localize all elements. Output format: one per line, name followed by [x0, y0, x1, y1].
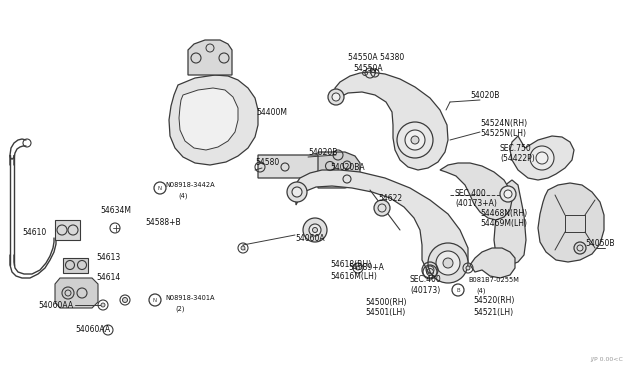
Polygon shape [470, 248, 515, 278]
Text: 54020B: 54020B [308, 148, 337, 157]
Text: 54618(RH): 54618(RH) [330, 260, 371, 269]
Circle shape [356, 266, 360, 270]
Text: 54400M: 54400M [256, 108, 287, 116]
Circle shape [312, 228, 317, 232]
Text: (4): (4) [476, 288, 486, 294]
Text: 54550A: 54550A [353, 64, 383, 73]
Text: 54060AA: 54060AA [38, 301, 73, 310]
Text: N: N [158, 186, 162, 190]
Circle shape [328, 89, 344, 105]
Circle shape [397, 122, 433, 158]
Text: (2): (2) [175, 306, 184, 312]
Text: (40173): (40173) [410, 286, 440, 295]
Text: N: N [153, 298, 157, 302]
Text: B081B7-0255M: B081B7-0255M [468, 277, 519, 283]
Text: 54610: 54610 [22, 228, 46, 237]
Text: 54060AA: 54060AA [75, 326, 110, 334]
Text: 54524N(RH): 54524N(RH) [480, 119, 527, 128]
Text: (54422P): (54422P) [500, 154, 535, 163]
Circle shape [536, 152, 548, 164]
Text: 54060A: 54060A [295, 234, 324, 243]
Polygon shape [318, 152, 360, 188]
Text: 54525N(LH): 54525N(LH) [480, 128, 526, 138]
Polygon shape [510, 136, 574, 180]
Text: 54550A 54380: 54550A 54380 [348, 52, 404, 61]
Circle shape [101, 303, 105, 307]
Text: 54521(LH): 54521(LH) [473, 308, 513, 317]
Polygon shape [179, 88, 238, 150]
Text: SEC.750: SEC.750 [500, 144, 532, 153]
Text: 54588+B: 54588+B [145, 218, 180, 227]
Text: 54616M(LH): 54616M(LH) [330, 272, 377, 280]
Circle shape [504, 190, 512, 198]
Circle shape [374, 200, 390, 216]
Text: 54020BA: 54020BA [330, 163, 365, 171]
Polygon shape [258, 155, 332, 178]
Text: 54580: 54580 [255, 157, 279, 167]
Text: 54050B: 54050B [585, 238, 614, 247]
Text: 54500(RH): 54500(RH) [365, 298, 406, 307]
Text: 54589+A: 54589+A [348, 263, 384, 273]
Circle shape [241, 246, 245, 250]
Text: 54468N(RH): 54468N(RH) [480, 208, 527, 218]
Polygon shape [494, 180, 526, 265]
Circle shape [303, 218, 327, 242]
Circle shape [466, 266, 470, 270]
Text: 54501(LH): 54501(LH) [365, 308, 405, 317]
Circle shape [287, 182, 307, 202]
Polygon shape [440, 163, 512, 220]
Circle shape [332, 93, 340, 101]
Text: (40173+A): (40173+A) [455, 199, 497, 208]
Text: 54613: 54613 [96, 253, 120, 263]
Text: B: B [456, 288, 460, 292]
Circle shape [122, 298, 127, 302]
Text: 54634M: 54634M [100, 205, 131, 215]
Text: J/P 0.00<C: J/P 0.00<C [590, 357, 623, 362]
Text: SEC.400: SEC.400 [410, 276, 442, 285]
Polygon shape [55, 278, 98, 308]
Circle shape [405, 130, 425, 150]
Text: 54469M(LH): 54469M(LH) [480, 218, 527, 228]
Circle shape [309, 224, 321, 236]
Polygon shape [55, 220, 80, 240]
Polygon shape [63, 258, 88, 273]
Circle shape [530, 146, 554, 170]
Circle shape [436, 251, 460, 275]
Text: 54614: 54614 [96, 273, 120, 282]
Text: (4): (4) [178, 193, 188, 199]
Polygon shape [295, 170, 468, 278]
Circle shape [500, 186, 516, 202]
Polygon shape [538, 183, 604, 262]
Circle shape [428, 243, 468, 283]
Text: 54520(RH): 54520(RH) [473, 296, 515, 305]
Text: N08918-3442A: N08918-3442A [165, 182, 214, 188]
Circle shape [65, 290, 71, 296]
Circle shape [411, 136, 419, 144]
Text: N08918-3401A: N08918-3401A [165, 295, 214, 301]
Text: 54622: 54622 [378, 193, 402, 202]
Polygon shape [169, 75, 258, 165]
Polygon shape [188, 40, 232, 75]
Circle shape [443, 258, 453, 268]
Text: SEC.400: SEC.400 [455, 189, 487, 198]
Circle shape [292, 187, 302, 197]
Polygon shape [335, 72, 448, 170]
Text: 54020B: 54020B [470, 90, 499, 99]
